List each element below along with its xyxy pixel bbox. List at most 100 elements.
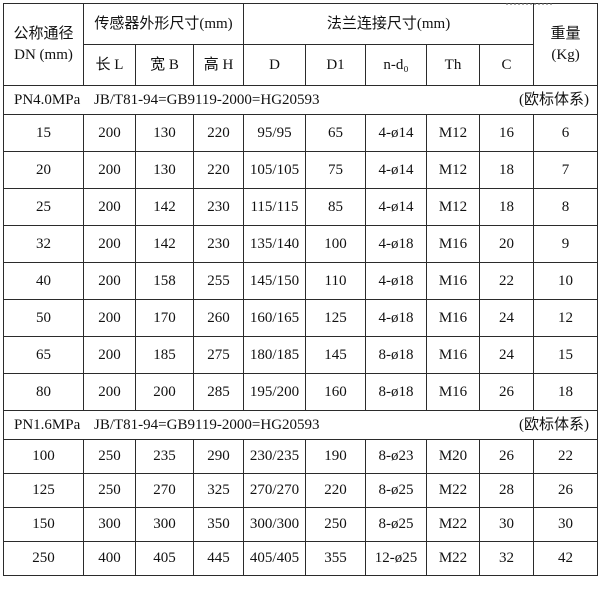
header-d: D	[243, 44, 307, 86]
cell-th: M16	[426, 225, 481, 263]
cell-length-l: 200	[83, 188, 136, 226]
data-row: 100 250 235 290 230/235 190 8-ø23 M20 26 22	[3, 439, 599, 474]
cell-length-l: 200	[83, 151, 136, 189]
cell-length-l: 200	[83, 225, 136, 263]
cell-th: M22	[426, 507, 481, 542]
cell-weight: 18	[533, 373, 599, 411]
cell-th: M22	[426, 473, 481, 508]
cell-height-h: 255	[192, 262, 245, 300]
cell-width-b: 200	[135, 373, 194, 411]
data-row: 20 200 130 220 105/105 75 4-ø14 M12 18 7	[3, 151, 599, 189]
cell-dn: 50	[3, 299, 84, 337]
data-row: 50 200 170 260 160/165 125 4-ø18 M16 24 12	[3, 299, 599, 337]
cell-c: 30	[479, 507, 535, 542]
cell-c: 26	[479, 373, 535, 411]
cell-c: 24	[479, 336, 535, 374]
standard-system-note: (欧标体系)	[519, 91, 590, 108]
standard-codes-label: JB/T81-94=GB9119-2000=HG20593	[94, 416, 320, 433]
section-header-row: PN4.0MPa JB/T81-94=GB9119-2000=HG20593 (欧标…	[2, 85, 599, 115]
cell-d1: 190	[305, 439, 367, 474]
cell-height-h: 290	[192, 439, 245, 474]
cell-d1: 250	[305, 507, 367, 542]
cell-n-d0: 8-ø25	[365, 473, 428, 508]
cell-d: 300/300	[243, 507, 307, 542]
cell-weight: 22	[533, 439, 599, 474]
cell-weight: 7	[533, 151, 599, 189]
data-row: 15 200 130 220 95/95 65 4-ø14 M12 16 6	[3, 114, 599, 152]
cell-height-h: 285	[192, 373, 245, 411]
header-flange-dimensions-group: 法兰连接尺寸(mm)	[243, 3, 535, 45]
cell-dn: 150	[3, 507, 84, 542]
cell-dn: 25	[3, 188, 84, 226]
cell-width-b: 130	[135, 114, 194, 152]
header-n-d0: n-d₀	[365, 44, 428, 86]
data-row: 25 200 142 230 115/115 85 4-ø14 M12 18 8	[3, 188, 599, 226]
cell-length-l: 200	[83, 114, 136, 152]
table-header: 公称通径 DN (mm) 传感器外形尺寸(mm) 法兰连接尺寸(mm) 重量 (…	[3, 3, 599, 86]
header-length-l: 长 L	[83, 44, 136, 86]
cell-dn: 100	[3, 439, 84, 474]
cell-d1: 125	[305, 299, 367, 337]
cell-weight: 9	[533, 225, 599, 263]
cell-th: M22	[426, 541, 481, 576]
header-dn-title: 公称通径	[13, 25, 74, 42]
cell-n-d0: 4-ø18	[365, 299, 428, 337]
cell-d: 270/270	[243, 473, 307, 508]
data-row: 32 200 142 230 135/140 100 4-ø18 M16 20 9	[3, 225, 599, 263]
header-height-h: 高 H	[192, 44, 245, 86]
cell-c: 16	[479, 114, 535, 152]
header-th: Th	[426, 44, 481, 86]
pressure-rating-label: PN4.0MPa	[14, 91, 81, 108]
cell-c: 22	[479, 262, 535, 300]
cell-n-d0: 8-ø23	[365, 439, 428, 474]
cell-c: 18	[479, 188, 535, 226]
cell-d: 95/95	[243, 114, 307, 152]
data-row: 40 200 158 255 145/150 110 4-ø18 M16 22 10	[3, 262, 599, 300]
cell-length-l: 200	[83, 336, 136, 374]
spec-sheet-page: 公称通径 DN (mm) 传感器外形尺寸(mm) 法兰连接尺寸(mm) 重量 (…	[0, 3, 600, 590]
cell-width-b: 235	[135, 439, 194, 474]
cell-dn: 20	[3, 151, 84, 189]
cell-length-l: 400	[83, 541, 136, 576]
cell-width-b: 130	[135, 151, 194, 189]
cell-width-b: 142	[135, 188, 194, 226]
cell-length-l: 200	[83, 299, 136, 337]
cell-weight: 8	[533, 188, 599, 226]
cell-length-l: 250	[83, 473, 136, 508]
cell-d: 145/150	[243, 262, 307, 300]
cell-length-l: 300	[83, 507, 136, 542]
cell-th: M12	[426, 188, 481, 226]
standard-system-note: (欧标体系)	[519, 416, 590, 433]
cell-dn: 15	[3, 114, 84, 152]
header-width-b: 宽 B	[135, 44, 194, 86]
cell-c: 24	[479, 299, 535, 337]
cell-n-d0: 4-ø18	[365, 225, 428, 263]
cell-weight: 6	[533, 114, 599, 152]
cell-width-b: 142	[135, 225, 194, 263]
cell-dn: 40	[3, 262, 84, 300]
cell-n-d0: 8-ø18	[365, 373, 428, 411]
cell-n-d0: 4-ø14	[365, 188, 428, 226]
cell-n-d0: 4-ø18	[365, 262, 428, 300]
cell-height-h: 260	[192, 299, 245, 337]
cell-th: M20	[426, 439, 481, 474]
cell-th: M16	[426, 336, 481, 374]
header-weight-title: 重量	[550, 25, 581, 42]
cell-height-h: 350	[192, 507, 245, 542]
cell-width-b: 270	[135, 473, 194, 508]
cell-d: 135/140	[243, 225, 307, 263]
cell-d: 230/235	[243, 439, 307, 474]
cell-width-b: 170	[135, 299, 194, 337]
cell-weight: 15	[533, 336, 599, 374]
data-row: 125 250 270 325 270/270 220 8-ø25 M22 28 26	[3, 473, 599, 508]
cell-d: 195/200	[243, 373, 307, 411]
data-row: 250 400 405 445 405/405 355 12-ø25 M22 32 42	[3, 541, 599, 576]
cell-height-h: 220	[192, 114, 245, 152]
data-row: 65 200 185 275 180/185 145 8-ø18 M16 24 15	[3, 336, 599, 374]
cell-weight: 26	[533, 473, 599, 508]
header-weight-unit: (Kg)	[551, 46, 580, 63]
pressure-rating-label: PN1.6MPa	[14, 416, 81, 433]
cell-d: 405/405	[243, 541, 307, 576]
cell-c: 28	[479, 473, 535, 508]
cell-height-h: 230	[192, 188, 245, 226]
